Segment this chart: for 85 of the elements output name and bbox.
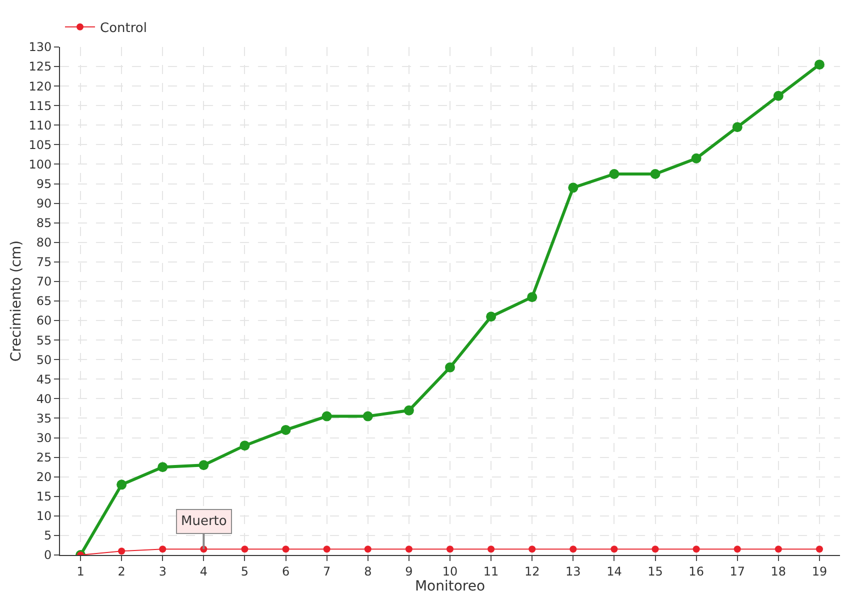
point: [322, 411, 332, 422]
x-tick-label: 6: [282, 564, 290, 578]
x-tick-label: 4: [200, 564, 208, 578]
point: [446, 546, 454, 553]
y-tick-label: 95: [36, 176, 52, 191]
point: [158, 462, 168, 472]
y-tick-label: 35: [36, 411, 52, 426]
point: [198, 460, 209, 470]
point: [280, 424, 291, 435]
x-tick-label: 8: [364, 564, 372, 578]
x-tick-label: 2: [118, 564, 126, 578]
y-tick-label: 75: [36, 255, 52, 270]
y-tick-label: 15: [36, 490, 52, 504]
y-tick-label: 50: [36, 352, 52, 367]
x-tick-label: 11: [483, 564, 499, 578]
x-tick-label: 9: [405, 564, 413, 578]
point: [732, 122, 742, 132]
point: [282, 546, 290, 553]
point: [323, 546, 330, 553]
y-tick-label: 80: [36, 236, 52, 250]
point: [159, 546, 166, 553]
x-tick-label: 7: [323, 564, 331, 578]
y-tick-label: 20: [36, 470, 52, 484]
point: [404, 405, 414, 416]
y-tick-label: 120: [28, 79, 52, 94]
y-tick-label: 90: [36, 196, 52, 211]
x-tick-label: 17: [730, 564, 746, 578]
y-tick-label: 85: [36, 216, 52, 230]
x-tick-label: 16: [688, 564, 704, 578]
x-tick-label: 12: [524, 564, 540, 578]
point: [570, 546, 577, 553]
x-tick-label: 5: [240, 564, 249, 578]
point: [405, 546, 412, 553]
point: [118, 548, 126, 555]
y-tick-label: 45: [36, 372, 52, 386]
point: [568, 182, 578, 193]
point: [488, 546, 495, 553]
y-tick-label: 5: [44, 528, 52, 543]
y-tick-label: 0: [44, 548, 52, 562]
point: [814, 60, 824, 70]
y-tick-label: 30: [36, 430, 52, 445]
y-tick-label: 60: [36, 314, 52, 328]
point: [445, 362, 455, 372]
point: [486, 312, 496, 322]
point: [692, 546, 700, 553]
point: [652, 546, 659, 553]
point: [241, 546, 248, 553]
point: [773, 90, 784, 101]
x-tick-label: 3: [158, 564, 166, 578]
point: [816, 546, 823, 553]
y-tick-label: 70: [36, 274, 52, 289]
x-tick-label: 14: [606, 564, 622, 578]
y-tick-label: 125: [28, 60, 52, 74]
y-tick-label: 25: [36, 450, 52, 465]
annotation: Muerto: [181, 514, 227, 529]
point: [610, 546, 618, 553]
y-tick-label: 55: [36, 333, 52, 348]
point: [364, 546, 372, 553]
y-tick-label: 115: [28, 98, 52, 113]
x-tick-label: 13: [566, 564, 581, 578]
y-tick-label: 65: [36, 294, 52, 308]
x-tick-label: 1: [76, 564, 84, 578]
y-tick-label: 100: [28, 157, 52, 172]
y-tick-label: 130: [28, 40, 52, 54]
point: [240, 440, 250, 451]
y-tick-label: 40: [36, 392, 52, 406]
point: [116, 480, 127, 490]
x-tick-label: 19: [812, 564, 828, 578]
legend-label: Control: [100, 20, 147, 36]
x-tick-label: 18: [770, 564, 786, 578]
point: [609, 169, 620, 179]
point: [774, 546, 782, 553]
y-axis-title: Crecimiento (cm): [8, 240, 24, 362]
point: [734, 546, 741, 553]
point: [691, 153, 702, 164]
x-tick-label: 10: [442, 564, 458, 578]
x-axis-title: Monitoreo: [414, 578, 486, 594]
y-tick-label: 105: [28, 138, 52, 152]
point: [528, 546, 536, 553]
y-tick-label: 10: [36, 509, 52, 524]
x-tick-label: 15: [648, 564, 663, 578]
point: [650, 169, 660, 179]
y-tick-label: 110: [28, 118, 52, 132]
point: [527, 292, 538, 302]
point: [362, 411, 373, 422]
